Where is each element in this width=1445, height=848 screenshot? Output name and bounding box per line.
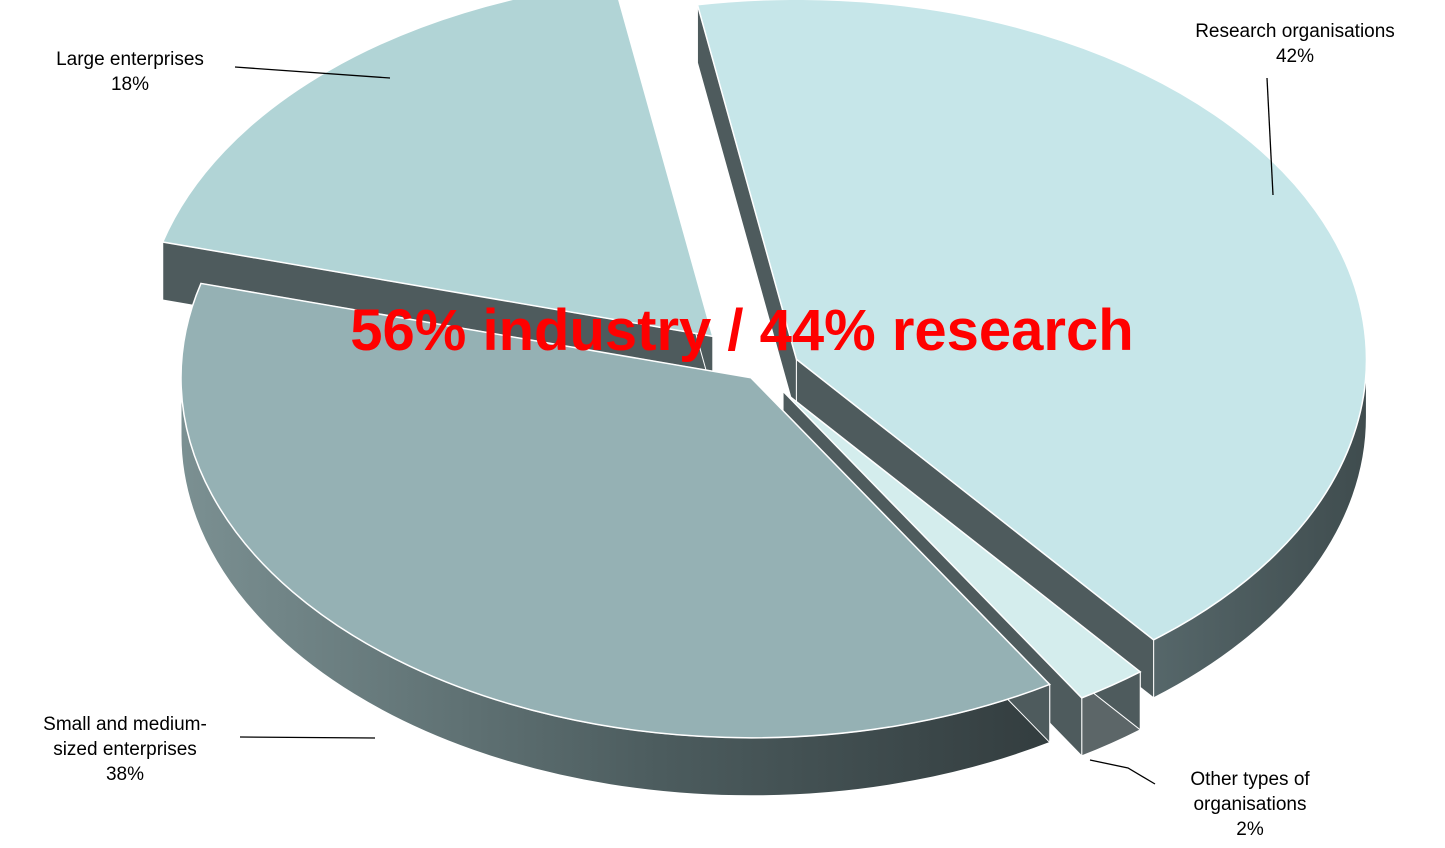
pie-slice-top-1 [696, 0, 1368, 641]
leader-line-2 [1089, 759, 1156, 785]
slice-label-4: Large enterprises 18% [56, 49, 204, 95]
slice-labels: Research organisations 42% Other types of o… [43, 21, 1395, 840]
leader-line-1 [1266, 77, 1274, 196]
slice-label-1: Research organisations 42% [1195, 21, 1395, 67]
leader-line-4 [234, 66, 391, 79]
chart-annotation: 56% industry / 44% research [350, 298, 1133, 363]
pie-slice-top-4 [161, 0, 714, 338]
leader-lines [234, 66, 1274, 785]
leader-line-3 [239, 736, 376, 739]
pie-slice-top-2 [782, 390, 1142, 699]
pie-slice-3 [180, 282, 1052, 797]
slice-label-3: Small and medium-sized enterprises 38% [43, 714, 207, 785]
slice-label-2: Other types of organisations 2% [1190, 769, 1310, 840]
pie-slice-top-3 [180, 282, 1052, 739]
pie-slices [161, 0, 1368, 797]
